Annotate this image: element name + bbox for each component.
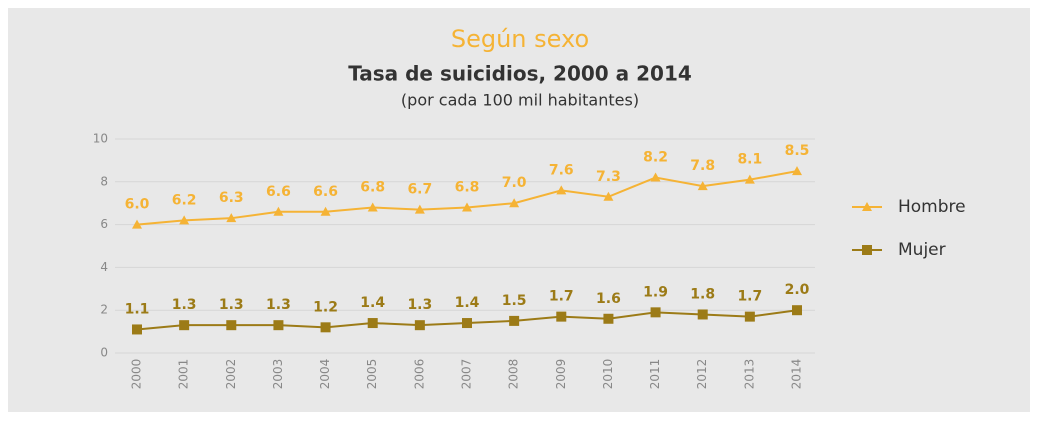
- value-label: 1.3: [266, 297, 291, 313]
- marker: [320, 206, 331, 216]
- x-tick-label: 2008: [507, 359, 521, 390]
- marker: [697, 309, 708, 320]
- marker: [273, 206, 284, 216]
- value-label: 1.3: [407, 297, 432, 313]
- y-tick-label: 8: [100, 174, 108, 188]
- x-tick-label: 2011: [648, 359, 662, 390]
- value-label: 7.6: [549, 162, 574, 178]
- unit-note: (por cada 100 mil habitantes): [401, 91, 639, 110]
- marker: [132, 219, 142, 229]
- x-tick-label: 2010: [601, 359, 615, 390]
- x-tick-label: 2005: [365, 359, 379, 390]
- value-label: 1.3: [172, 297, 197, 313]
- marker: [414, 320, 425, 331]
- value-label: 1.8: [690, 286, 715, 302]
- value-label: 1.7: [549, 289, 574, 305]
- x-tick-label: 2004: [318, 359, 332, 390]
- x-tick-label: 2000: [130, 359, 144, 390]
- value-label: 1.7: [737, 289, 762, 305]
- x-tick-label: 2012: [695, 359, 709, 390]
- marker: [556, 185, 567, 195]
- value-label: 8.1: [737, 152, 762, 168]
- marker: [367, 318, 378, 329]
- value-label: 6.8: [455, 179, 480, 195]
- value-label: 6.0: [125, 197, 150, 213]
- legend-label: Hombre: [898, 197, 966, 217]
- marker: [179, 320, 190, 331]
- value-label: 1.6: [596, 291, 621, 307]
- chart-title: Según sexo: [451, 25, 589, 53]
- y-tick-label: 10: [93, 132, 108, 146]
- marker: [603, 313, 614, 324]
- legend-marker: [862, 245, 872, 255]
- marker: [603, 191, 614, 201]
- legend-label: Mujer: [898, 240, 946, 260]
- value-label: 6.8: [360, 179, 385, 195]
- marker: [367, 202, 378, 212]
- value-label: 6.6: [313, 184, 338, 200]
- marker: [697, 181, 708, 191]
- x-tick-label: 2014: [790, 359, 804, 390]
- marker: [792, 166, 802, 176]
- value-label: 8.2: [643, 150, 668, 166]
- value-label: 6.6: [266, 184, 291, 200]
- value-label: 6.3: [219, 190, 244, 206]
- value-label: 1.9: [643, 284, 668, 300]
- value-label: 1.2: [313, 299, 338, 315]
- marker: [509, 315, 520, 326]
- x-tick-label: 2013: [742, 359, 756, 390]
- y-tick-label: 6: [100, 217, 108, 231]
- marker: [414, 204, 425, 214]
- value-label: 8.5: [785, 143, 810, 159]
- marker: [226, 320, 237, 331]
- value-label: 1.5: [502, 293, 527, 309]
- value-label: 6.7: [407, 182, 432, 198]
- marker: [132, 324, 142, 335]
- marker: [462, 318, 472, 329]
- value-label: 6.2: [172, 192, 197, 208]
- marker: [650, 307, 661, 318]
- marker: [226, 213, 237, 223]
- value-label: 1.1: [125, 301, 150, 317]
- x-tick-label: 2002: [224, 359, 238, 390]
- marker: [320, 322, 331, 333]
- marker: [650, 172, 661, 182]
- marker: [462, 202, 472, 212]
- marker: [273, 320, 284, 331]
- marker: [179, 215, 190, 225]
- x-tick-label: 2009: [554, 359, 568, 390]
- value-label: 1.4: [360, 295, 385, 311]
- marker: [792, 305, 802, 316]
- legend-marker: [862, 202, 872, 211]
- x-tick-label: 2007: [460, 359, 474, 390]
- marker: [744, 311, 755, 322]
- value-label: 7.3: [596, 169, 621, 185]
- x-tick-label: 2006: [412, 359, 426, 390]
- value-label: 1.4: [455, 295, 480, 311]
- marker: [744, 174, 755, 184]
- value-label: 2.0: [785, 282, 810, 298]
- y-tick-label: 0: [100, 346, 108, 360]
- x-tick-label: 2001: [177, 359, 191, 390]
- value-label: 1.3: [219, 297, 244, 313]
- marker: [509, 198, 520, 208]
- marker: [556, 311, 567, 322]
- panel: [8, 8, 1030, 412]
- x-tick-label: 2003: [271, 359, 285, 390]
- y-tick-label: 2: [100, 303, 108, 317]
- chart-subtitle: Tasa de suicidios, 2000 a 2014: [348, 62, 692, 86]
- value-label: 7.8: [690, 158, 715, 174]
- value-label: 7.0: [502, 175, 527, 191]
- y-tick-label: 4: [100, 260, 108, 274]
